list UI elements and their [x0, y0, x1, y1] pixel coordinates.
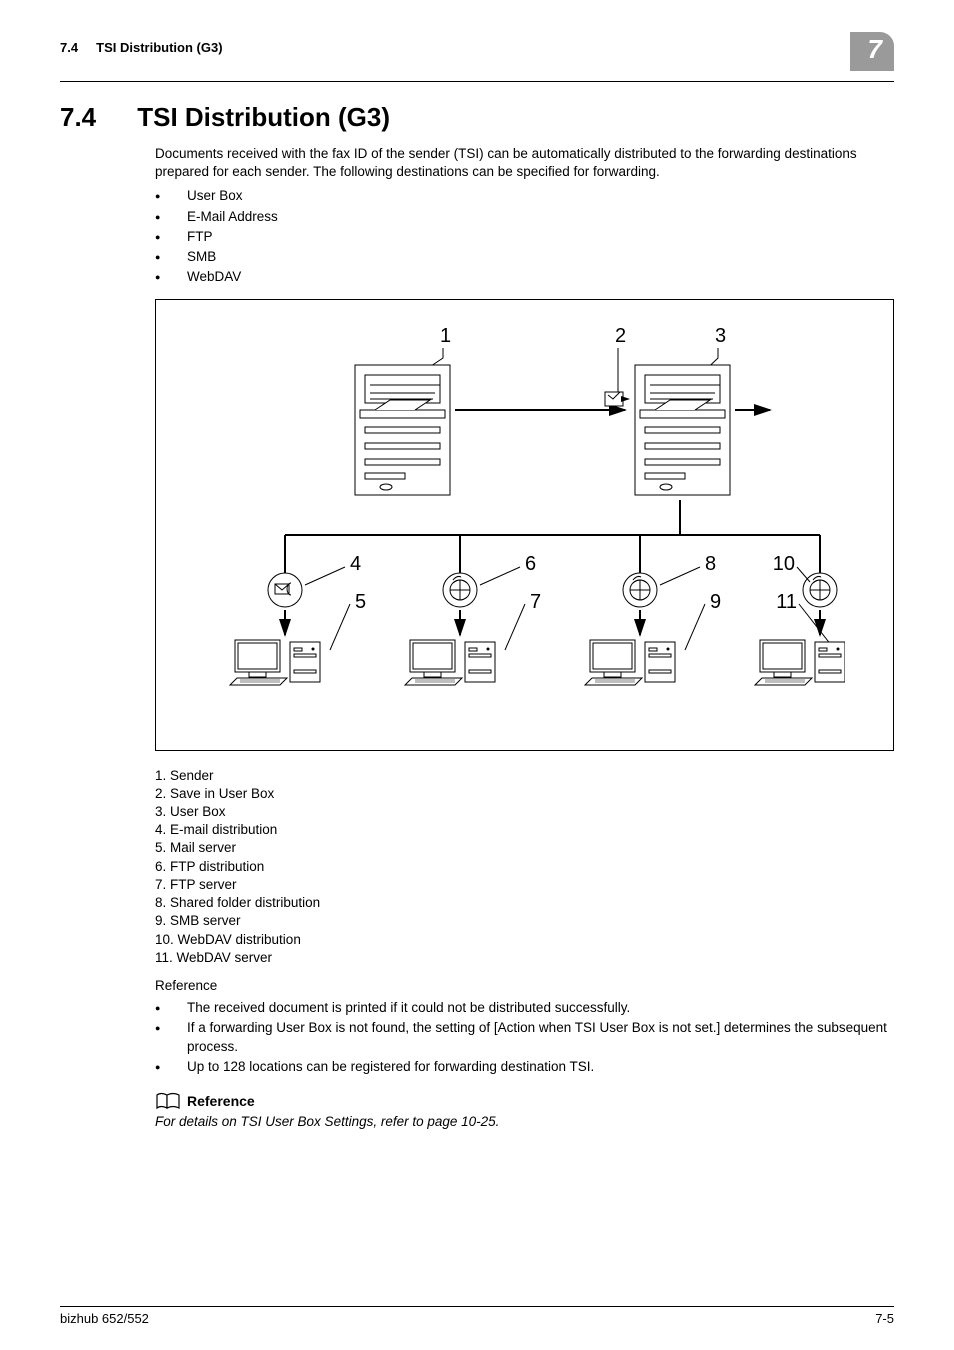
chapter-number-badge: 7	[850, 32, 894, 71]
legend-item: 3. User Box	[155, 803, 894, 821]
header-chapter-tab: 7	[850, 32, 894, 71]
save-icon	[605, 392, 629, 406]
workstation-icon	[755, 640, 845, 685]
callout-5: 5	[355, 591, 366, 613]
header-section-title: TSI Distribution (G3)	[96, 40, 222, 55]
callout-3: 3	[715, 325, 726, 347]
reference-crossref-text: For details on TSI User Box Settings, re…	[155, 1113, 894, 1131]
diagram-legend: 1. Sender 2. Save in User Box 3. User Bo…	[155, 767, 894, 967]
header-section-label: 7.4 TSI Distribution (G3)	[60, 40, 223, 55]
diagram-container: 1 2 3	[155, 299, 894, 751]
legend-item: 6. FTP distribution	[155, 858, 894, 876]
legend-item: 4. E-mail distribution	[155, 821, 894, 839]
page-footer: bizhub 652/552 7-5	[60, 1306, 894, 1326]
legend-item: 10. WebDAV distribution	[155, 931, 894, 949]
email-distribution-icon	[268, 573, 302, 607]
callout-2: 2	[615, 325, 626, 347]
reference-bullet-list: The received document is printed if it c…	[155, 999, 894, 1076]
callout-1: 1	[440, 325, 451, 347]
list-item: The received document is printed if it c…	[155, 999, 894, 1017]
workstation-icon	[585, 640, 675, 685]
sender-mfp-icon	[355, 365, 450, 495]
list-item: If a forwarding User Box is not found, t…	[155, 1019, 894, 1055]
header-section-number: 7.4	[60, 40, 78, 55]
footer-page-number: 7-5	[875, 1311, 894, 1326]
list-item: Up to 128 locations can be registered fo…	[155, 1058, 894, 1076]
legend-item: 11. WebDAV server	[155, 949, 894, 967]
tsi-distribution-diagram: 1 2 3	[205, 320, 845, 720]
receiver-mfp-icon	[635, 365, 730, 495]
legend-item: 7. FTP server	[155, 876, 894, 894]
legend-item: 5. Mail server	[155, 839, 894, 857]
list-item: WebDAV	[155, 268, 894, 286]
workstation-icon	[405, 640, 495, 685]
legend-item: 9. SMB server	[155, 912, 894, 930]
legend-item: 8. Shared folder distribution	[155, 894, 894, 912]
section-title: 7.4 TSI Distribution (G3)	[60, 102, 894, 133]
smb-distribution-icon	[623, 573, 657, 607]
footer-product-name: bizhub 652/552	[60, 1311, 149, 1326]
webdav-distribution-icon	[803, 573, 837, 607]
list-item: E-Mail Address	[155, 208, 894, 226]
list-item: User Box	[155, 187, 894, 205]
callout-10: 10	[772, 553, 794, 575]
reference-label: Reference	[155, 977, 894, 995]
destination-list: User Box E-Mail Address FTP SMB WebDAV	[155, 187, 894, 286]
list-item: FTP	[155, 228, 894, 246]
page-header: 7.4 TSI Distribution (G3) 7	[60, 40, 894, 82]
book-icon	[155, 1092, 181, 1110]
callout-11: 11	[776, 591, 797, 613]
section-title-text: TSI Distribution (G3)	[137, 102, 390, 132]
workstation-icon	[230, 640, 320, 685]
section-title-number: 7.4	[60, 102, 130, 133]
callout-8: 8	[705, 553, 716, 575]
legend-item: 1. Sender	[155, 767, 894, 785]
reference-crossref-block: Reference For details on TSI User Box Se…	[155, 1092, 894, 1131]
callout-6: 6	[525, 553, 536, 575]
ftp-distribution-icon	[443, 573, 477, 607]
callout-9: 9	[710, 591, 721, 613]
intro-paragraph: Documents received with the fax ID of th…	[155, 145, 894, 181]
callout-7: 7	[530, 591, 541, 613]
callout-4: 4	[350, 553, 361, 575]
reference-heading: Reference	[187, 1092, 255, 1111]
list-item: SMB	[155, 248, 894, 266]
legend-item: 2. Save in User Box	[155, 785, 894, 803]
